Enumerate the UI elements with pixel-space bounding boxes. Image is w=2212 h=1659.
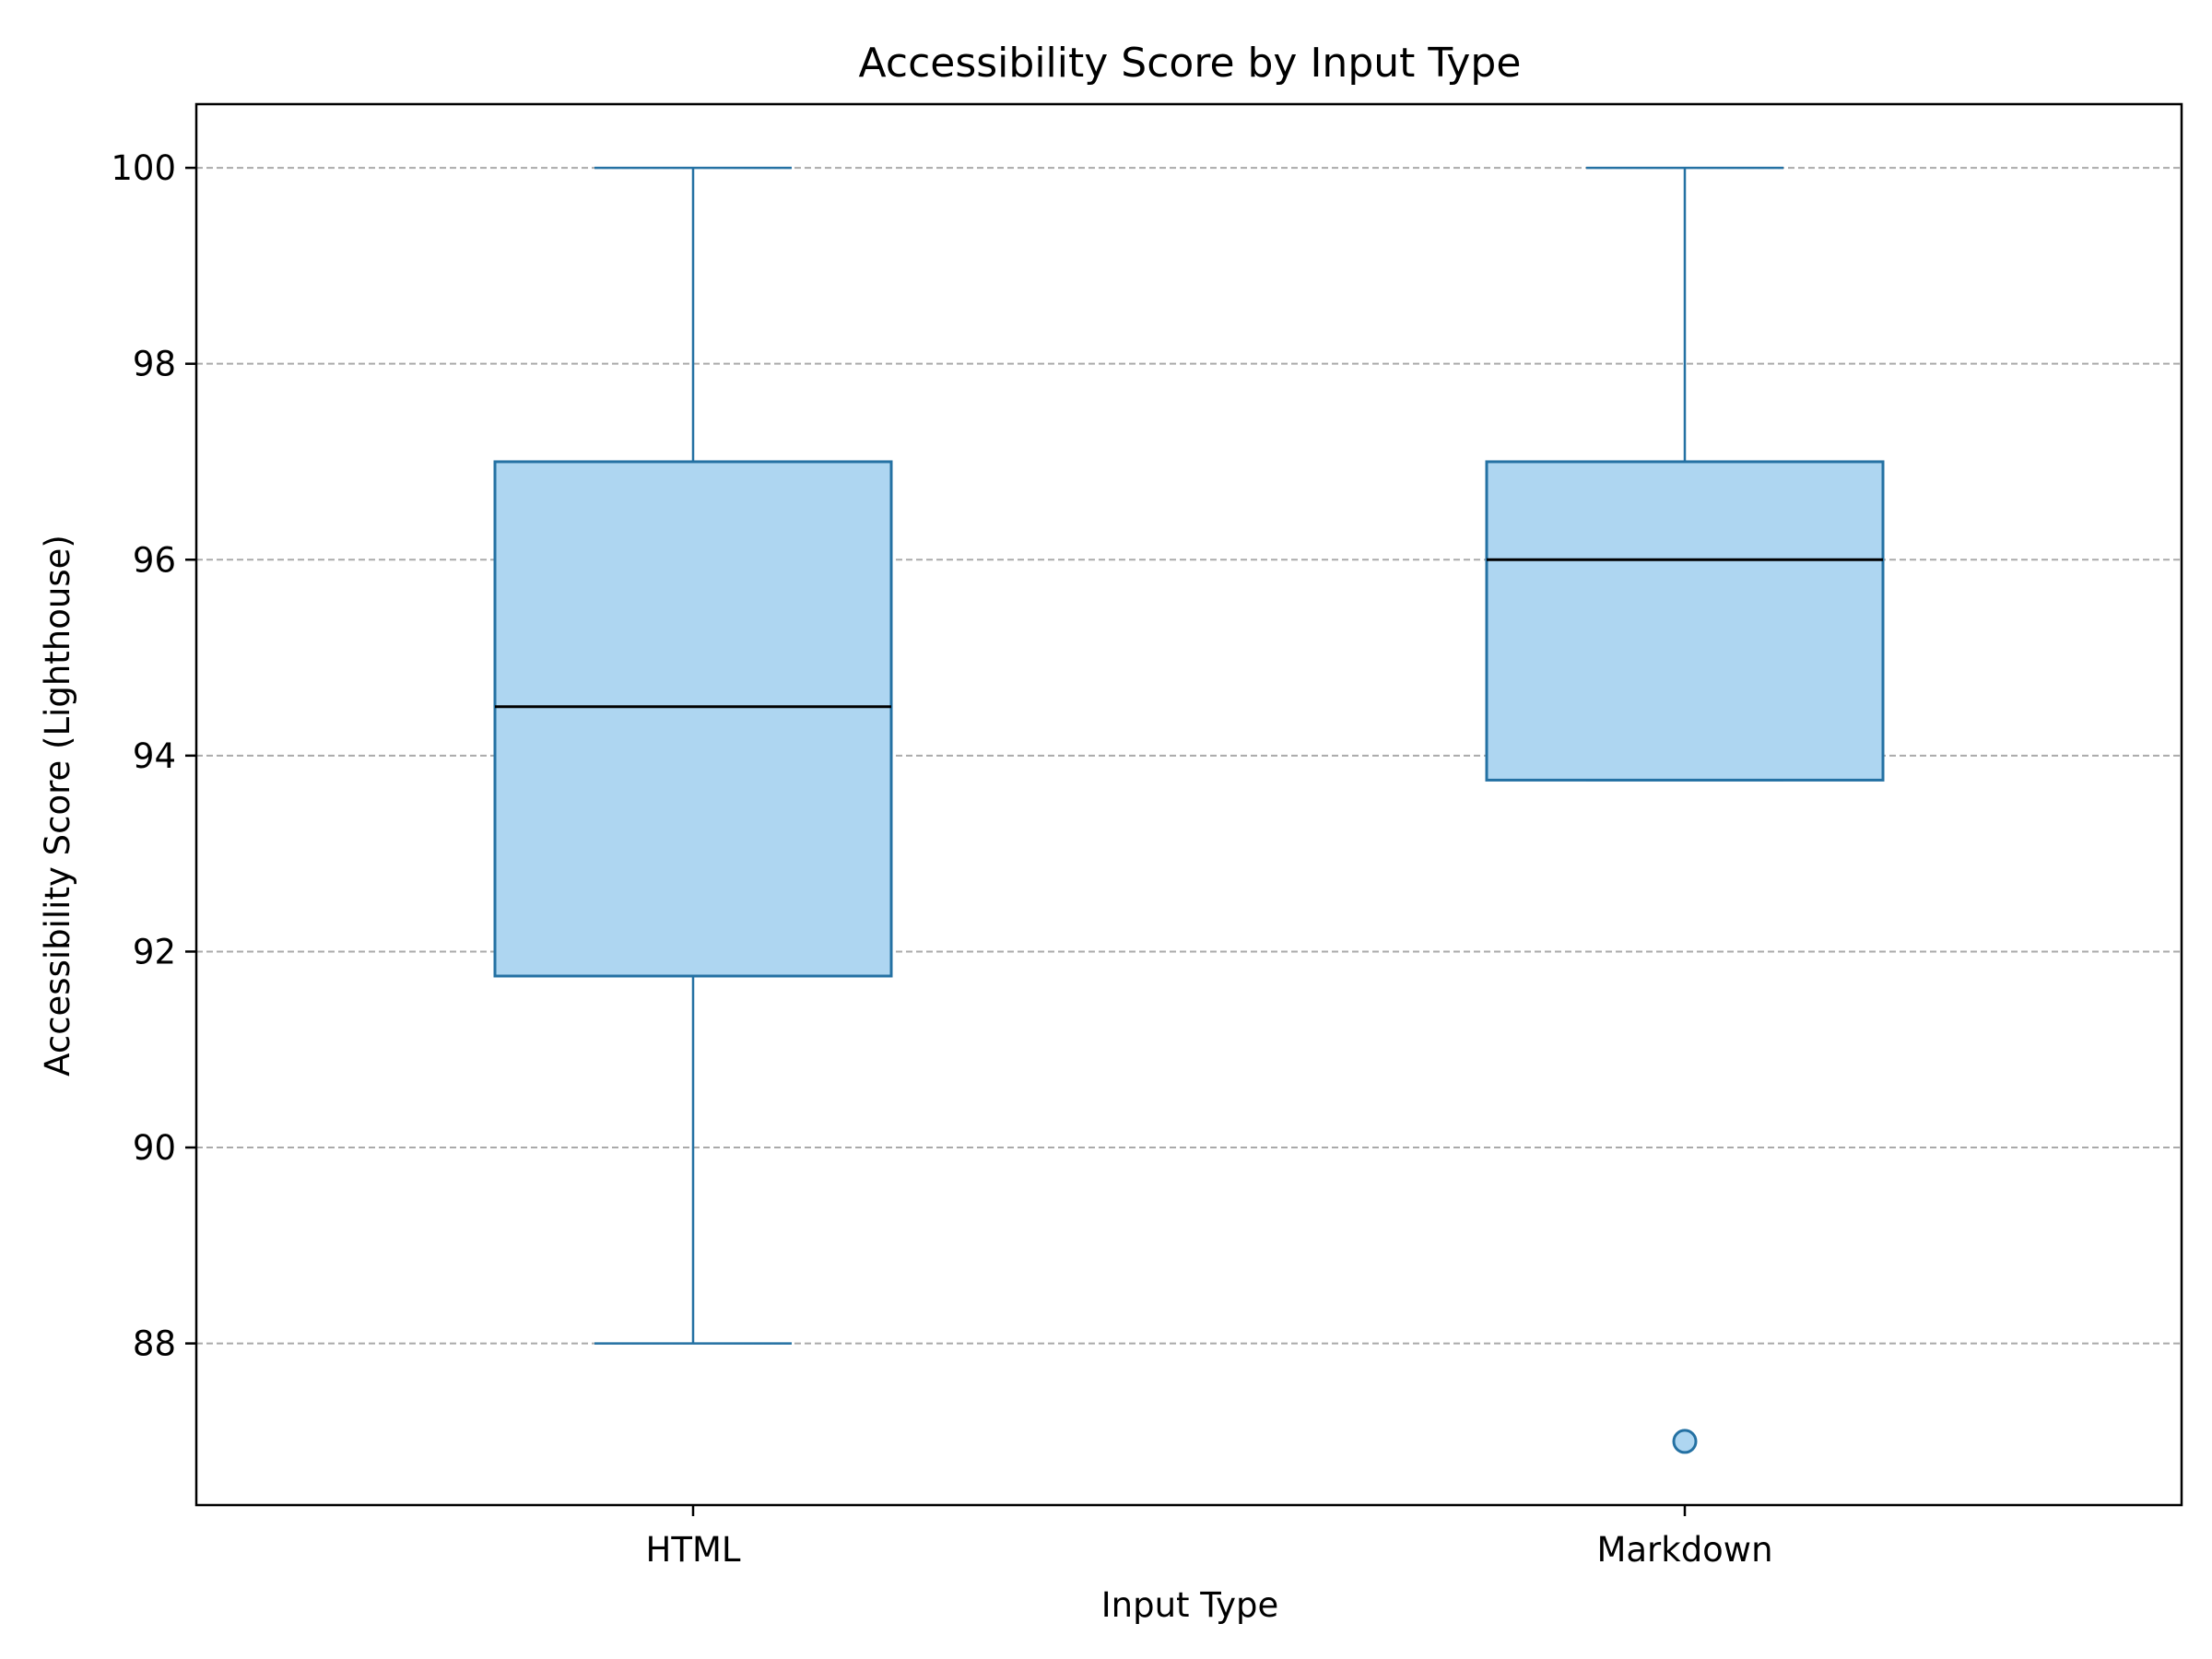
box-group [1485,166,1885,1454]
box-group [493,166,893,1345]
iqr-box [493,460,893,978]
iqr-box [1485,460,1885,782]
x-axis-label: Input Type [1101,1585,1279,1625]
y-axis-label: Accessibility Score (Lighthouse) [38,535,77,1077]
y-tick-label: 90 [133,1128,176,1168]
boxes [493,166,1885,1454]
x-tick-label: HTML [646,1530,741,1570]
y-tick-label: 92 [133,932,176,971]
x-tick-label: Markdown [1596,1530,1772,1570]
chart-title: Accessibility Score by Input Type [859,40,1522,87]
y-tick-label: 94 [133,736,176,776]
y-tick-label: 88 [133,1324,176,1364]
y-tick-label: 100 [111,148,176,188]
y-tick-label: 96 [133,540,176,580]
plot-frame [194,102,2183,1507]
outlier-point [1672,1429,1698,1454]
y-tick-label: 98 [133,345,176,384]
axis-ticks: 88 90 92 94 96 98 100 HTML Markdown [111,148,1772,1570]
